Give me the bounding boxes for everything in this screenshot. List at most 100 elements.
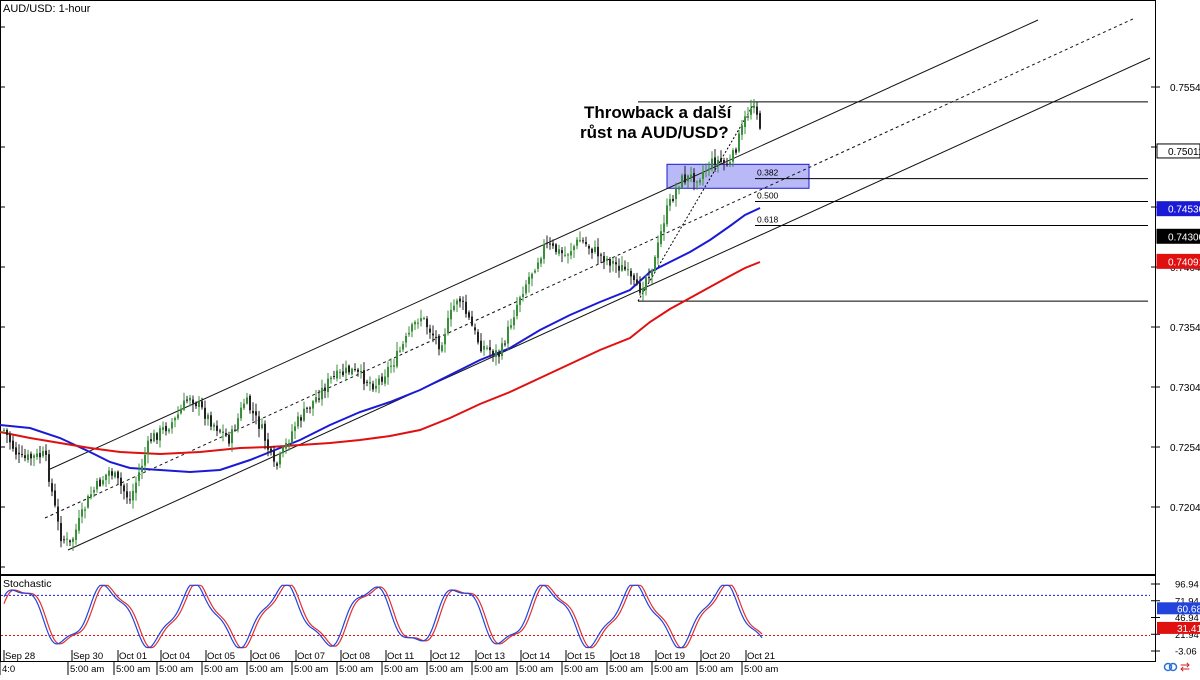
candle-body [510, 325, 512, 328]
time-tick-label: 5:00 am [384, 664, 418, 675]
candle-body [342, 371, 344, 376]
candle-body [171, 422, 173, 429]
candle-body [195, 403, 197, 407]
link-icon[interactable] [1163, 662, 1178, 672]
candle-body [573, 246, 575, 251]
oscillator-title: Stochastic [3, 578, 51, 590]
candle-body [147, 440, 149, 455]
time-tick-date: Sep 28 [5, 651, 35, 662]
candle-body [390, 365, 392, 367]
candle-body [717, 159, 719, 166]
candle-body [315, 397, 317, 402]
candle-body [141, 465, 143, 472]
candle-body [90, 494, 92, 498]
candle-body [414, 321, 416, 325]
candle-body [657, 242, 659, 259]
candle-body [759, 113, 761, 129]
candle-body [486, 347, 488, 349]
candle-body [738, 133, 740, 152]
price-tick-label: 0.73544 [1170, 323, 1200, 334]
candle-body [231, 429, 233, 444]
time-tick-date: Oct 08 [342, 651, 370, 662]
candle-body [123, 485, 125, 492]
candle-body [417, 322, 419, 324]
candle-body [180, 408, 182, 414]
candle-body [693, 172, 695, 183]
candle-body [204, 407, 206, 419]
candle-body [513, 317, 515, 326]
candle-body [621, 264, 623, 271]
candle-body [330, 377, 332, 380]
candle-body [609, 259, 611, 266]
oscillator-title-bg [1, 576, 67, 589]
candle-body [603, 256, 605, 262]
candle-body [198, 401, 200, 408]
candle-body [51, 483, 53, 492]
candle-body [9, 434, 11, 443]
time-tick-label: 5:00 am [116, 664, 150, 675]
candle-body [741, 125, 743, 135]
price-tick-label: 0.75544 [1170, 83, 1200, 94]
candle-body [393, 365, 395, 367]
candle-body [42, 451, 44, 457]
candle-body [375, 385, 377, 389]
candle-body [168, 429, 170, 432]
candle-body [300, 417, 302, 421]
candle-body [159, 428, 161, 441]
candle-body [615, 262, 617, 265]
time-tick-date: Oct 07 [297, 651, 325, 662]
candle-body [420, 318, 422, 322]
candle-body [24, 455, 26, 459]
candle-body [63, 539, 65, 541]
candle-body [294, 426, 296, 432]
time-tick-date: Oct 15 [567, 651, 595, 662]
candle-body [372, 383, 374, 390]
candle-body [456, 300, 458, 305]
time-tick-date: Oct 14 [522, 651, 550, 662]
candle-body [624, 266, 626, 270]
candle-body [210, 415, 212, 427]
candle-body [516, 304, 518, 317]
candle-body [18, 452, 20, 455]
candle-body [726, 163, 728, 166]
price-tick-label: 0.72544 [1170, 443, 1200, 454]
stoch-badge-label: 60.68 [1177, 604, 1200, 615]
candle-body [306, 407, 308, 409]
candle-body [645, 277, 647, 290]
time-tick-label: 5:00 am [744, 664, 778, 675]
candle-body [33, 455, 35, 458]
candle-body [585, 241, 587, 245]
candle-body [396, 350, 398, 367]
candle-body [729, 162, 731, 164]
candle-body [522, 294, 524, 298]
candle-body [747, 115, 749, 118]
fast-moving-average [0, 207, 761, 474]
stochastic-k-line [3, 584, 763, 649]
candle-body [423, 317, 425, 319]
candle-body [642, 288, 644, 293]
candle-body [558, 249, 560, 254]
stoch-badge [1157, 602, 1200, 615]
time-tick-label: 4:0 [2, 664, 15, 675]
time-tick-label: 5:00 am [159, 664, 193, 675]
candle-body [3, 429, 5, 431]
candle-body [507, 326, 509, 344]
candle-body [528, 276, 530, 285]
candle-body [93, 489, 95, 493]
candle-body [381, 376, 383, 382]
moving-average-layer [0, 207, 761, 474]
candle-body [654, 256, 656, 271]
candle-body [564, 254, 566, 256]
candle-body [537, 262, 539, 269]
candle-body [150, 439, 152, 442]
candle-body [333, 376, 335, 378]
stoch-tick-label: 21.94 [1175, 630, 1199, 641]
chart-title: AUD/USD: 1-hour [3, 3, 91, 15]
candle-body [285, 442, 287, 449]
candle-body [429, 328, 431, 333]
time-tick-label: 5:00 am [204, 664, 238, 675]
channel-lower-line [67, 57, 1151, 551]
candle-body [252, 410, 254, 414]
replay-icon[interactable]: ⇄ [1180, 660, 1190, 674]
